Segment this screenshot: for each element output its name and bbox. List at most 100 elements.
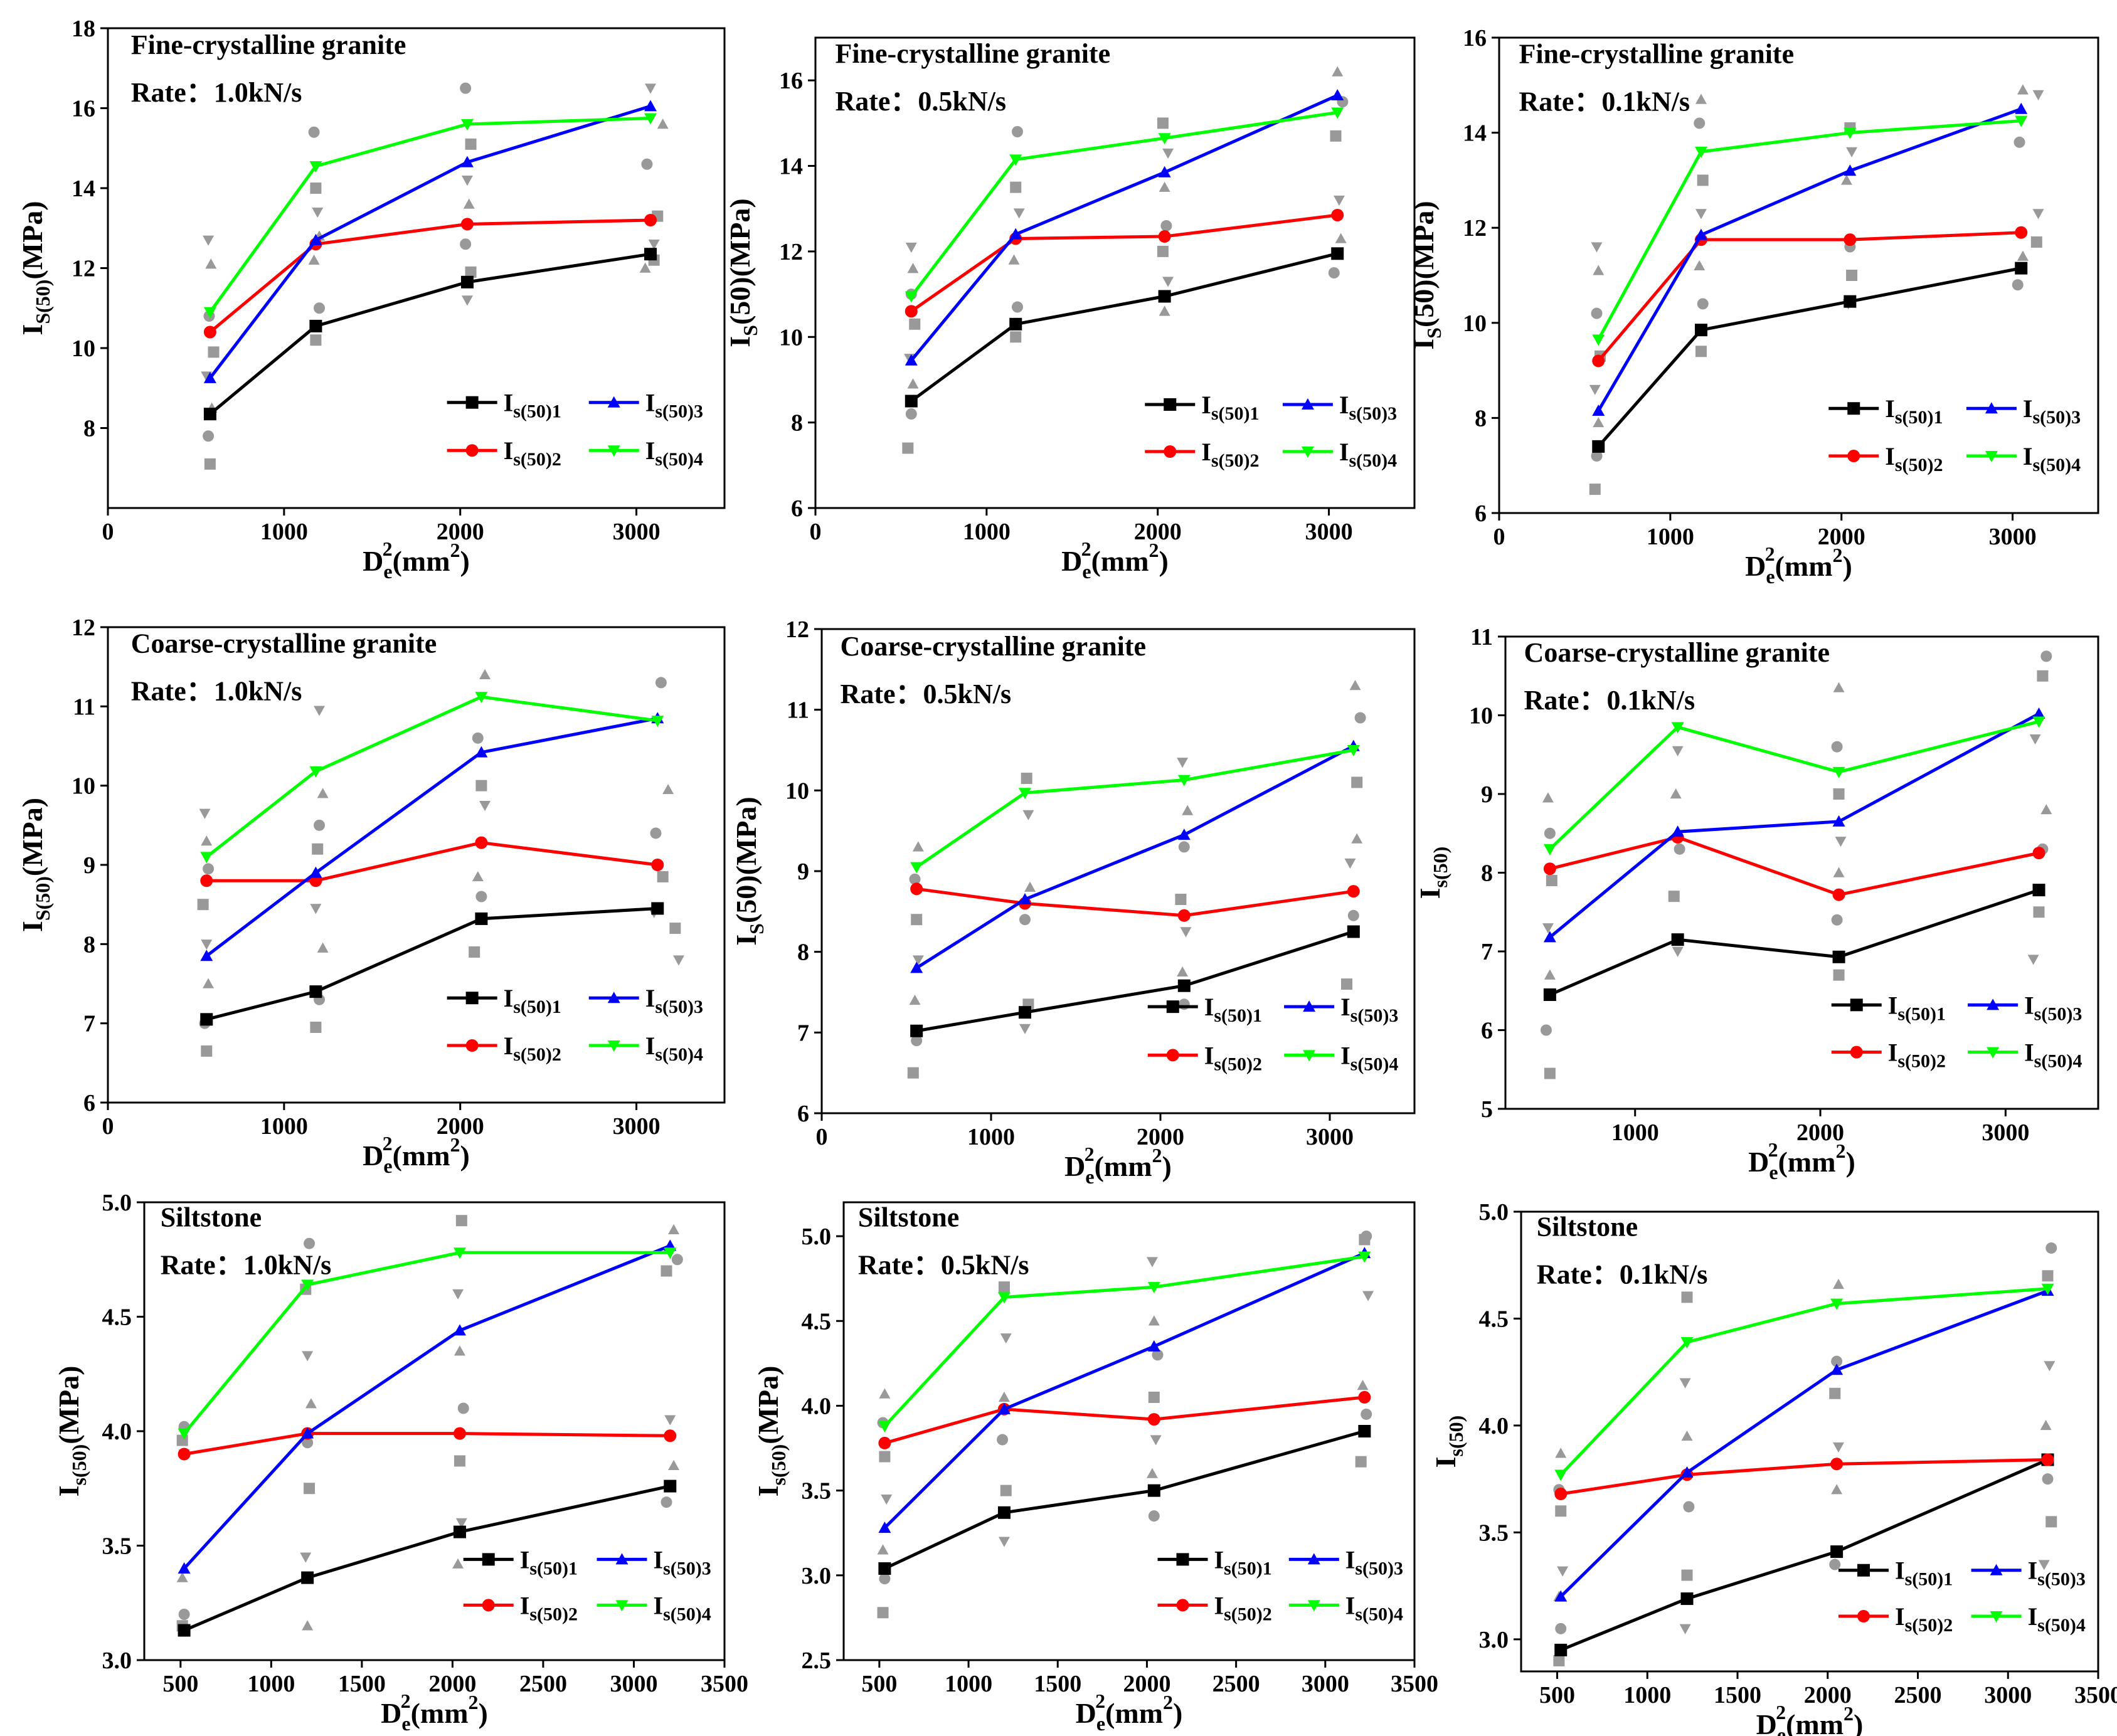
- scatter-point: [1829, 1559, 1841, 1570]
- scatter-point: [1831, 1484, 1843, 1495]
- series-point-1: [905, 394, 918, 408]
- scatter-point: [650, 827, 662, 839]
- legend-marker-1: [482, 1553, 495, 1566]
- series-point-1: [2032, 884, 2045, 897]
- legend-marker-2: [482, 1599, 495, 1612]
- chart-panel-6: 1000 2000 3000567891011De2(mm2)Is(50)Coars…: [1414, 624, 2099, 1183]
- legend-marker-2: [465, 444, 479, 457]
- legend-label-2: Is(50)2: [1888, 1039, 1946, 1072]
- series-point-4: [910, 862, 923, 874]
- x-tick-label: 2000: [1137, 1124, 1184, 1150]
- scatter-point: [1021, 773, 1032, 785]
- y-tick-label: 12: [785, 617, 809, 643]
- legend-marker-4: [607, 445, 620, 457]
- series-point-2: [1832, 888, 1845, 901]
- series-line-4: [1597, 119, 2022, 341]
- scatter-point: [2017, 84, 2029, 95]
- scatter-point: [877, 1544, 889, 1555]
- legend-marker-4: [1303, 1050, 1316, 1062]
- scatter-point: [1344, 858, 1356, 869]
- scatter-point: [1328, 267, 1340, 278]
- y-tick-label: 7: [1481, 939, 1493, 965]
- y-tick-label: 10: [1463, 310, 1487, 337]
- legend-label-sub: s(50)4: [2034, 1051, 2083, 1072]
- scatter-point: [1697, 298, 1709, 310]
- scatter-point: [475, 891, 487, 902]
- scatter-point: [452, 1558, 464, 1569]
- legend-label-3: Is(50)3: [1340, 993, 1398, 1026]
- scatter-point: [472, 871, 484, 882]
- scatter-point: [1540, 1024, 1552, 1036]
- legend-label-base: I: [2024, 1039, 2034, 1067]
- legend-marker-3: [1303, 1000, 1316, 1012]
- scatter-point: [1694, 117, 1706, 129]
- y-tick-label: 6: [797, 1101, 809, 1127]
- chart-panel-4: 0 1000 2000 30006789101112De2(mm2)IS(50)(MP…: [16, 615, 726, 1177]
- scatter-point: [879, 1388, 891, 1399]
- y-label-main: I: [16, 324, 48, 336]
- legend-label-4: Is(50)4: [1340, 1041, 1398, 1074]
- legend-label-base: I: [1885, 394, 1895, 423]
- legend: Is(50)1 Is(50)3Is(50)2 Is(50)4: [447, 984, 703, 1065]
- y-tick-label: 9: [83, 852, 95, 879]
- x-label-close: ): [460, 545, 470, 577]
- series-line-2: [209, 218, 651, 334]
- scatter-point: [1010, 181, 1022, 193]
- x-label-unit-sup: 2: [1836, 1140, 1846, 1162]
- scatter-point: [1555, 1505, 1567, 1517]
- x-axis-label: De2(mm2): [1061, 537, 1169, 583]
- legend-label-base: I: [1340, 993, 1350, 1021]
- series-point-1: [1671, 933, 1684, 946]
- series-point-4: [1592, 334, 1605, 346]
- scatter-point: [657, 119, 669, 129]
- legend-label-sub: s(50)4: [1350, 1054, 1399, 1074]
- legend-label-4: Is(50)4: [654, 1591, 711, 1624]
- x-label-sup: 2: [401, 1690, 411, 1712]
- scatter-point: [879, 1573, 891, 1585]
- x-tick-label: 2500: [1894, 1682, 1942, 1708]
- series-point-1: [1554, 1643, 1568, 1656]
- y-tick-label: 8: [1475, 405, 1487, 431]
- legend-label-2: Is(50)2: [1204, 1041, 1262, 1074]
- series-line-4: [208, 116, 651, 314]
- scatter-point: [1010, 331, 1022, 343]
- y-axis-label: Is(50): [1430, 1416, 1467, 1468]
- scatter-point: [203, 863, 215, 875]
- x-tick-label: 1000: [1647, 524, 1694, 550]
- y-tick-label: 9: [797, 859, 809, 885]
- legend-label-sub: s(50)4: [2032, 455, 2081, 475]
- y-label-main: I: [1430, 1456, 1462, 1468]
- x-tick-label: 0: [102, 519, 114, 545]
- scatter-point: [1846, 270, 1858, 281]
- scatter-point: [905, 242, 917, 253]
- y-tick-label: 5.0: [102, 1190, 132, 1216]
- x-tick-label: 2000: [1134, 519, 1182, 545]
- x-label-close: ): [1159, 545, 1169, 577]
- x-tick-label: 3000: [1306, 1124, 1354, 1150]
- scatter-point: [662, 783, 674, 795]
- x-tick-label: 2000: [437, 519, 484, 545]
- x-label-unit-sup: 2: [1844, 1702, 1854, 1725]
- legend-marker-2: [1847, 450, 1860, 463]
- chart-panel-7: 500 1000 1500 2000 2500 3000 3500 3.0 3.5 4.0 4.5 5…: [53, 1190, 748, 1735]
- scatter-point: [314, 302, 326, 314]
- scatter-point: [203, 235, 215, 246]
- rock-type-label: Fine-crystalline granite: [835, 38, 1110, 69]
- y-label-main: I: [53, 1486, 85, 1497]
- legend-marker-1: [1857, 1564, 1870, 1577]
- rock-type-label: Fine-crystalline granite: [131, 29, 406, 60]
- series-point-4: [2015, 115, 2028, 127]
- scatter-point: [312, 843, 324, 855]
- legend-marker-1: [1176, 1553, 1189, 1566]
- scatter-point: [1591, 307, 1603, 319]
- loading-rate-label: Rate：1.0kN/s: [131, 77, 302, 108]
- scatter-point: [1335, 233, 1347, 243]
- legend-marker-4: [1990, 1611, 2003, 1623]
- x-label-sub: e: [1096, 1712, 1105, 1735]
- x-tick-label: 0: [810, 519, 822, 545]
- scatter-point: [1146, 1468, 1158, 1478]
- scatter-point: [1148, 1315, 1160, 1326]
- legend-label-sub: s(50)4: [1349, 450, 1397, 471]
- x-label-sup: 2: [1765, 542, 1775, 565]
- series-point-4: [1554, 1469, 1568, 1481]
